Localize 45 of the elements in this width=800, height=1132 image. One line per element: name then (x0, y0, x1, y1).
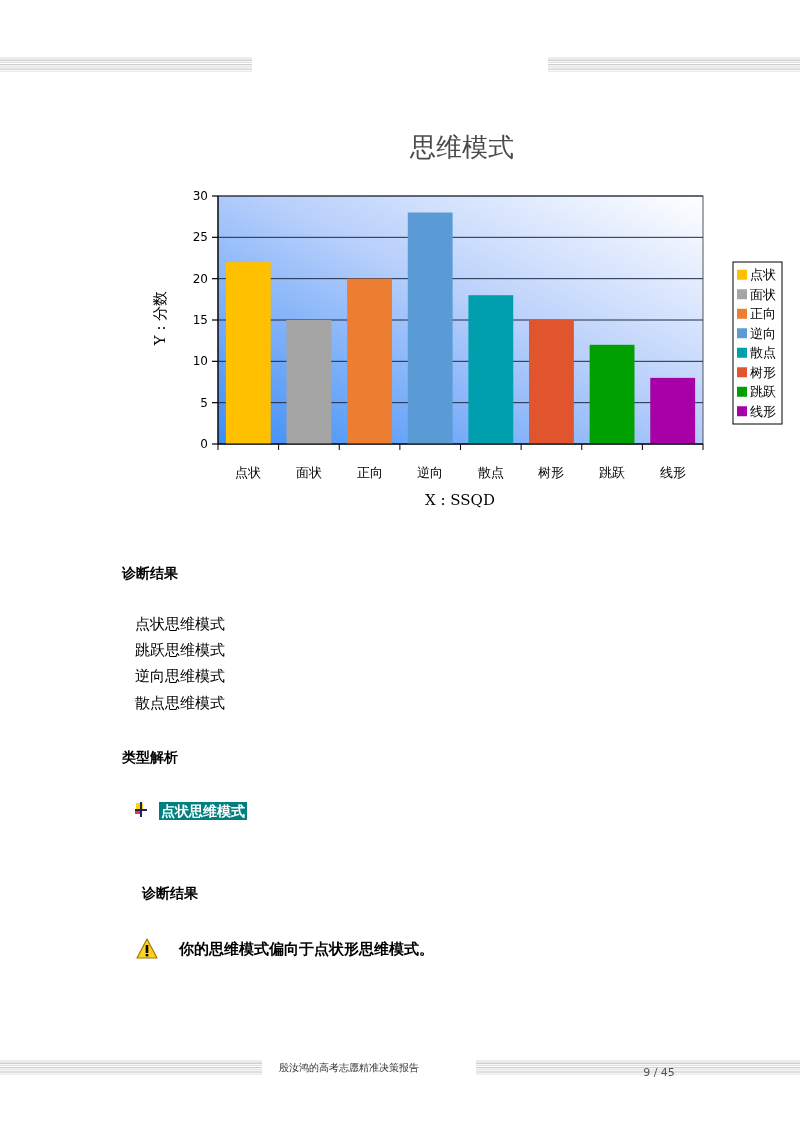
legend-item: 散点 (737, 345, 776, 361)
text: 散点思维模式 (135, 694, 225, 712)
legend-item: 面状 (737, 286, 776, 302)
text: 类型解析 (121, 749, 178, 765)
x-tick-label: 逆向 (417, 464, 444, 480)
legend-item: 跳跃 (737, 384, 776, 400)
x-tick-label: 面状 (295, 464, 322, 480)
text: 你的思维模式偏向于点状形思维模式。 (178, 940, 434, 958)
y-tick-label: 0 (200, 437, 208, 451)
legend-label: 树形 (750, 364, 776, 380)
legend-label: 跳跃 (750, 384, 776, 400)
y-tick-label: 25 (192, 230, 208, 245)
text: 诊断结果 (121, 565, 179, 581)
x-tick-label: 跳跃 (599, 464, 626, 480)
chart-title: 思维模式 (409, 132, 514, 162)
legend-item: 正向 (737, 306, 776, 322)
text: 跳跃思维模式 (135, 641, 225, 659)
y-tick-label: 30 (192, 189, 208, 203)
legend-label: 正向 (750, 306, 776, 322)
x-tick-label: 正向 (356, 464, 383, 480)
text: 点状思维模式 (135, 615, 225, 633)
text: 殷汝鸿的高考志愿精准决策报告 (279, 1061, 419, 1073)
y-tick-label: 10 (192, 354, 208, 369)
y-tick-label: 15 (192, 313, 208, 327)
y-axis-title: Y : 分数 (151, 290, 169, 347)
x-tick-label: 线形 (659, 464, 686, 480)
legend-label: 面状 (750, 286, 776, 302)
x-tick-label: 散点 (477, 464, 504, 480)
text: 逆向思维模式 (135, 667, 225, 685)
legend-item: 点状 (737, 267, 776, 283)
text: 诊断结果 (141, 885, 199, 901)
y-tick-label: 5 (200, 395, 208, 410)
x-tick-label: 树形 (538, 464, 565, 480)
legend-item: 线形 (737, 403, 776, 419)
legend-label: 逆向 (750, 325, 776, 341)
x-axis-title: X : SSQD (425, 491, 495, 509)
legend-item: 逆向 (737, 325, 776, 341)
legend-label: 线形 (750, 403, 776, 419)
legend-item: 树形 (737, 364, 776, 380)
y-tick-label: 20 (192, 271, 208, 286)
x-tick-label: 点状 (235, 464, 262, 480)
text: 9 / 45 (643, 1065, 675, 1079)
legend-label: 点状 (750, 267, 776, 283)
text: 点状思维模式 (161, 803, 245, 819)
legend-label: 散点 (750, 345, 776, 361)
